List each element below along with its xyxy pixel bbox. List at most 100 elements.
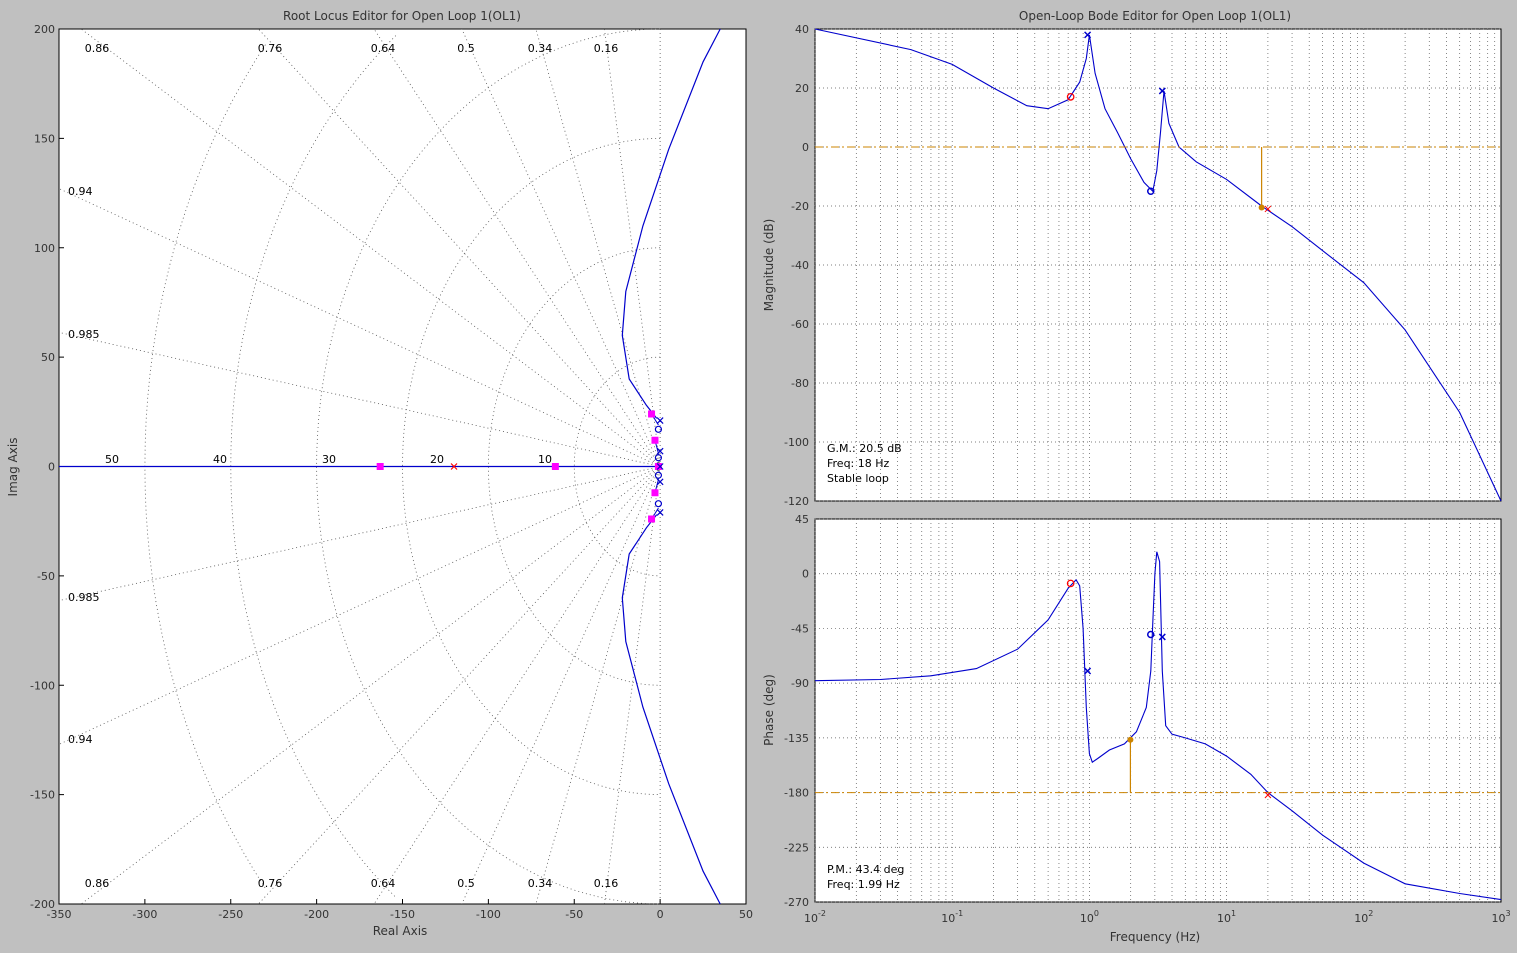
damping-label: 0.16 xyxy=(594,42,619,55)
locus-branch xyxy=(621,514,721,905)
pole-marker xyxy=(1084,31,1092,39)
x-tick-label: 102 xyxy=(1354,909,1373,925)
open-loop-pole xyxy=(656,417,664,424)
bode-phase-markers xyxy=(815,579,1501,799)
x-tick-label: 10-1 xyxy=(941,909,963,925)
open-loop-pole xyxy=(450,463,458,470)
x-tick-label: 0 xyxy=(657,908,664,921)
damping-label: 0.5 xyxy=(457,877,475,890)
damping-ray xyxy=(80,466,661,905)
zero-marker xyxy=(1147,630,1155,639)
gain-margin-text: G.M.: 20.5 dB xyxy=(827,442,902,455)
damping-label: 0.16 xyxy=(594,877,619,890)
open-loop-pole xyxy=(656,463,664,470)
open-loop-zero xyxy=(654,425,663,433)
y-tick-label: -200 xyxy=(30,898,55,911)
phase-margin-dot xyxy=(1127,736,1134,743)
damping-ray xyxy=(604,466,661,905)
y-tick-label: -135 xyxy=(784,732,809,745)
bode-magnitude-grid xyxy=(814,28,1501,502)
open-loop-pole xyxy=(656,509,664,516)
y-tick-label: 40 xyxy=(795,23,809,36)
x-tick-label: 50 xyxy=(739,908,753,921)
compensator-zero-marker xyxy=(1066,579,1075,588)
y-tick-label: -270 xyxy=(784,896,809,909)
root-locus-ylabel: Imag Axis xyxy=(6,438,20,497)
closed-loop-pole xyxy=(551,463,559,470)
locus-branch xyxy=(621,28,721,419)
bode-phase-ticks: -270 -225 -180 -135 -90 -45 0 45 10-2 10-1 100 101 1… xyxy=(784,513,1511,925)
y-tick-label: -80 xyxy=(791,377,809,390)
y-tick-label: 150 xyxy=(34,132,55,145)
root-locus-title: Root Locus Editor for Open Loop 1(OL1) xyxy=(283,9,521,23)
x-tick-label: -350 xyxy=(47,908,72,921)
closed-loop-pole xyxy=(654,463,662,470)
y-tick-label: -100 xyxy=(30,679,55,692)
y-tick-label: -20 xyxy=(791,200,809,213)
frequency-label: 10 xyxy=(538,453,552,466)
frequency-label: 20 xyxy=(430,453,444,466)
closed-loop-pole xyxy=(651,436,659,444)
damping-ray xyxy=(461,466,661,905)
bode-title: Open-Loop Bode Editor for Open Loop 1(OL… xyxy=(1019,9,1291,23)
damping-label: 0.34 xyxy=(528,877,553,890)
damping-label: 0.64 xyxy=(371,42,396,55)
closed-loop-pole xyxy=(648,515,656,523)
phase-margin-text: P.M.: 43.4 deg xyxy=(827,863,904,876)
y-tick-label: -50 xyxy=(37,570,55,583)
pole-marker xyxy=(1084,667,1092,675)
damping-ray xyxy=(258,28,661,467)
y-tick-label: 45 xyxy=(795,513,809,526)
y-tick-label: 0 xyxy=(802,568,809,581)
y-tick-label: -40 xyxy=(791,259,809,272)
bode-phase-panel: -270 -225 -180 -135 -90 -45 0 45 10-2 10-1 100 101 1… xyxy=(762,513,1511,944)
frequency-label: 40 xyxy=(213,453,227,466)
frequency-arc xyxy=(316,28,661,905)
frequency-arc xyxy=(487,247,661,686)
damping-label: 0.86 xyxy=(85,877,110,890)
stability-text: Stable loop xyxy=(827,472,889,485)
damping-label: 0.64 xyxy=(371,877,396,890)
bode-magnitude-panel: Open-Loop Bode Editor for Open Loop 1(OL… xyxy=(762,9,1502,508)
compensator-zero-marker xyxy=(1066,93,1075,101)
open-loop-zero xyxy=(654,454,663,462)
frequency-label: 30 xyxy=(322,453,336,466)
damping-ray xyxy=(80,28,661,467)
damping-label: 0.94 xyxy=(68,185,93,198)
y-tick-label: 50 xyxy=(41,351,55,364)
x-tick-label: -200 xyxy=(304,908,329,921)
y-tick-label: 0 xyxy=(802,141,809,154)
phase-margin-freq-text: Freq: 1.99 Hz xyxy=(827,878,900,891)
frequency-label: 50 xyxy=(105,453,119,466)
y-tick-label: -180 xyxy=(784,787,809,800)
bode-magnitude-ylabel: Magnitude (dB) xyxy=(762,219,776,312)
bode-magnitude-axes[interactable] xyxy=(814,28,1502,502)
y-tick-label: -150 xyxy=(30,789,55,802)
pole-marker xyxy=(1158,633,1166,641)
crossover-marker xyxy=(1264,791,1272,799)
x-tick-label: -250 xyxy=(218,908,243,921)
y-tick-label: -45 xyxy=(791,622,809,635)
root-locus-frequency-labels: 50 40 30 20 10 xyxy=(105,453,552,466)
bode-xlabel: Frequency (Hz) xyxy=(1110,930,1201,944)
open-loop-zero xyxy=(654,471,663,479)
x-tick-label: -300 xyxy=(132,908,157,921)
x-tick-label: 10-2 xyxy=(804,909,826,925)
gain-margin-dot xyxy=(1258,204,1265,211)
frequency-arc xyxy=(230,35,397,898)
damping-label: 0.76 xyxy=(258,42,283,55)
y-tick-label: 100 xyxy=(34,242,55,255)
closed-loop-pole xyxy=(648,410,656,418)
root-locus-xlabel: Real Axis xyxy=(373,924,428,938)
open-loop-pole xyxy=(656,447,664,455)
root-locus-ticks: -350 -300 -250 -200 -150 -100 -50 0 50 -200 -150 -1… xyxy=(30,23,753,921)
open-loop-pole xyxy=(656,478,664,486)
damping-ray xyxy=(604,28,661,467)
crossover-marker xyxy=(1264,205,1272,213)
bode-curve xyxy=(814,28,1502,502)
closed-loop-pole xyxy=(376,463,384,470)
y-tick-label: -225 xyxy=(784,841,809,854)
bode-magnitude-curve xyxy=(814,28,1502,502)
bode-phase-axes[interactable] xyxy=(814,518,1502,903)
